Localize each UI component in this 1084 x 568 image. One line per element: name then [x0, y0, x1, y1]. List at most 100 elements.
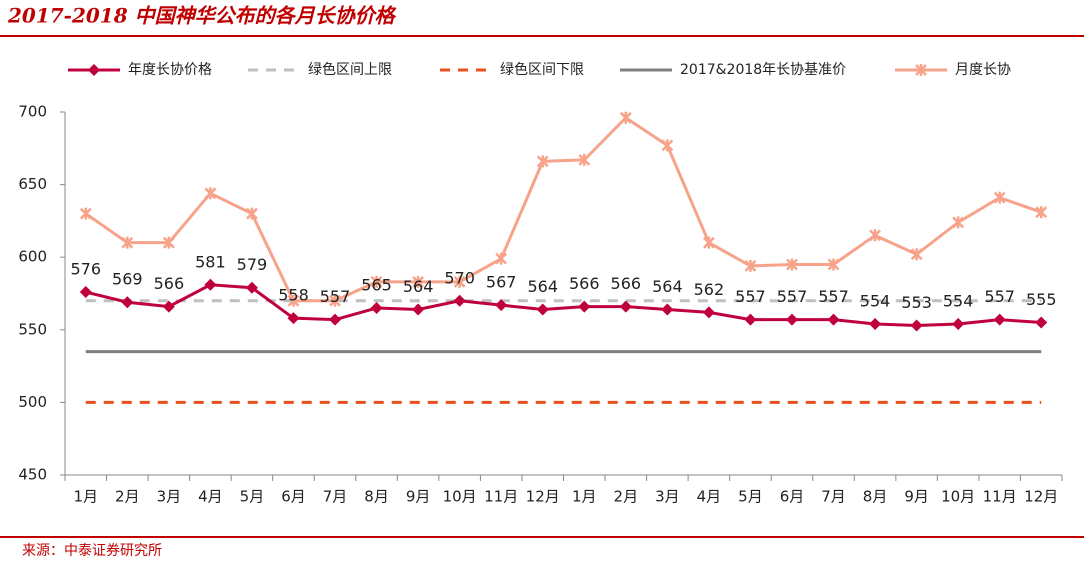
legend-label: 绿色区间上限 — [308, 61, 392, 78]
data-label: 581 — [195, 252, 226, 271]
data-label: 564 — [403, 277, 434, 296]
y-tick-label: 450 — [18, 466, 47, 484]
point — [744, 313, 757, 326]
data-label: 564 — [652, 277, 683, 296]
x-tick-label: 8月 — [863, 488, 888, 506]
data-label: 557 — [984, 287, 1015, 306]
data-label: 565 — [361, 276, 392, 295]
x-tick-label: 8月 — [364, 488, 389, 506]
x-tick-label: 2月 — [614, 488, 639, 506]
point — [910, 319, 923, 332]
legend-marker — [88, 64, 100, 76]
data-label: 567 — [486, 273, 517, 292]
data-label: 553 — [901, 293, 932, 312]
data-label: 557 — [777, 287, 808, 306]
point — [245, 281, 258, 294]
data-label: 566 — [569, 274, 600, 293]
data-label: 579 — [237, 255, 268, 274]
point — [121, 236, 134, 249]
data-label: 554 — [860, 291, 891, 310]
data-label: 554 — [943, 291, 974, 310]
point — [952, 317, 965, 330]
x-tick-label: 3月 — [655, 488, 680, 506]
point — [661, 139, 674, 152]
data-label: 557 — [320, 287, 351, 306]
point — [329, 294, 341, 307]
x-tick-label: 10月 — [941, 488, 975, 506]
x-tick-label: 4月 — [697, 488, 722, 506]
point — [412, 275, 424, 288]
point — [703, 236, 715, 249]
data-label: 557 — [818, 287, 849, 306]
point — [246, 207, 258, 220]
x-tick-label: 1月 — [73, 488, 98, 506]
point — [827, 313, 840, 326]
series-line — [84, 115, 1042, 303]
x-tick-label: 9月 — [904, 488, 929, 506]
data-label: 558 — [278, 286, 309, 305]
point — [412, 303, 425, 316]
legend-marker — [915, 64, 927, 76]
chart-title: 2017-2018 中国神华公布的各月长协价格 — [7, 4, 397, 28]
point — [204, 278, 217, 291]
point — [869, 317, 882, 330]
point — [827, 258, 840, 271]
data-label: 566 — [611, 274, 642, 293]
x-tick-label: 5月 — [240, 488, 265, 506]
point — [993, 313, 1006, 326]
y-tick-label: 550 — [18, 320, 47, 338]
x-tick-label: 10月 — [443, 488, 477, 506]
data-label: 570 — [444, 268, 475, 287]
point — [619, 111, 632, 124]
x-tick-label: 5月 — [738, 488, 763, 506]
point — [869, 229, 881, 242]
data-label: 564 — [527, 277, 558, 296]
series-line — [85, 283, 1042, 327]
data-label: 569 — [112, 270, 143, 289]
data-label: 566 — [154, 274, 185, 293]
x-tick-label: 6月 — [281, 488, 306, 506]
point — [162, 300, 175, 313]
point — [578, 300, 591, 313]
legend-label: 年度长协价格 — [128, 62, 212, 78]
point — [993, 191, 1006, 204]
x-tick-label: 12月 — [1024, 488, 1058, 506]
x-tick-label: 9月 — [406, 488, 431, 506]
point — [578, 153, 591, 166]
point — [786, 258, 798, 271]
data-label: 562 — [694, 280, 725, 299]
x-tick-label: 4月 — [198, 488, 223, 506]
x-tick-label: 3月 — [157, 488, 182, 506]
point — [329, 313, 342, 326]
point — [1035, 206, 1048, 219]
point — [661, 303, 674, 316]
x-tick-label: 7月 — [821, 488, 846, 506]
x-tick-label: 12月 — [526, 488, 560, 506]
data-label: 576 — [70, 260, 101, 279]
point — [536, 155, 549, 168]
point — [453, 275, 466, 288]
x-tick-label: 6月 — [780, 488, 805, 506]
y-tick-label: 500 — [18, 393, 47, 411]
legend-label: 2017&2018年长协基准价 — [680, 61, 846, 78]
x-tick-label: 2月 — [115, 488, 140, 506]
point — [287, 294, 300, 307]
point — [785, 313, 798, 326]
point — [495, 252, 508, 265]
y-tick-label: 600 — [18, 248, 47, 266]
point — [536, 303, 549, 316]
data-label: 557 — [735, 287, 766, 306]
source: 来源：中泰证券研究所 — [22, 543, 162, 559]
y-tick-label: 700 — [18, 103, 47, 121]
point — [79, 286, 92, 299]
point — [121, 296, 134, 309]
x-tick-label: 11月 — [983, 488, 1017, 506]
x-tick-label: 7月 — [323, 488, 348, 506]
legend-label: 月度长协 — [955, 62, 1011, 78]
point — [162, 236, 175, 249]
point — [204, 187, 217, 200]
point — [495, 299, 508, 312]
point — [744, 259, 757, 272]
point — [287, 312, 300, 325]
